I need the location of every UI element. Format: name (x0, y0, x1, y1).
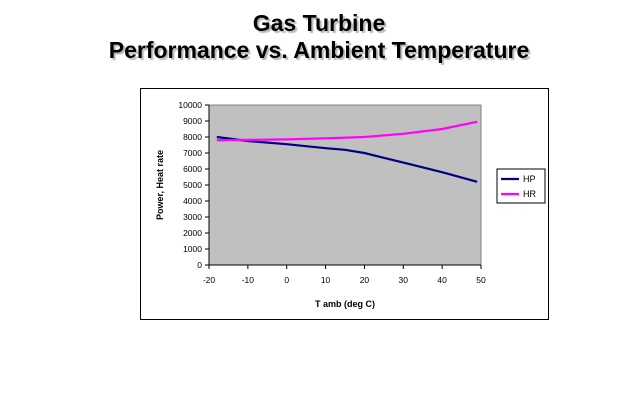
x-axis-title: T amb (deg C) (315, 299, 375, 309)
chart-frame: 0 1000 2000 3000 4000 5000 6000 7000 8000 9000 100… (140, 88, 549, 320)
y-tick-label: 9000 (183, 116, 202, 126)
y-tick-label: 3000 (183, 212, 202, 222)
legend-label-hr: HR (523, 189, 536, 199)
x-tick-label: 40 (437, 275, 447, 285)
line-chart: 0100020003000400050006000700080009000100… (155, 100, 546, 309)
x-tick-label: 0 (284, 275, 289, 285)
x-tick-label: 30 (399, 275, 409, 285)
y-tick-label: 8000 (183, 132, 202, 142)
x-tick-label: 20 (360, 275, 370, 285)
x-tick-label: -20 (203, 275, 216, 285)
y-tick-label: 4000 (183, 196, 202, 206)
chart-title-line-1: Gas Turbine (252, 10, 386, 36)
series-line-hr (216, 120, 478, 142)
x-tick-label: -10 (242, 275, 255, 285)
y-tick-label: 0 (197, 260, 202, 270)
plot-area (208, 104, 482, 266)
chart-title: Gas Turbine Performance vs. Ambient Temp… (0, 10, 638, 64)
y-tick-label: 1000 (183, 244, 202, 254)
legend-label-hp: HP (523, 174, 536, 184)
y-tick-label: 7000 (183, 148, 202, 158)
y-tick-label: 5000 (183, 180, 202, 190)
chart-title-line-2: Performance vs. Ambient Temperature (108, 37, 530, 63)
x-tick-label: 10 (321, 275, 331, 285)
legend-box (496, 168, 546, 204)
y-tick-label: 2000 (183, 228, 202, 238)
x-tick-label: 50 (476, 275, 486, 285)
y-axis-title: Power, Heat rate (155, 150, 165, 220)
y-tick-label: 6000 (183, 164, 202, 174)
y-tick-label: 10000 (178, 100, 202, 110)
